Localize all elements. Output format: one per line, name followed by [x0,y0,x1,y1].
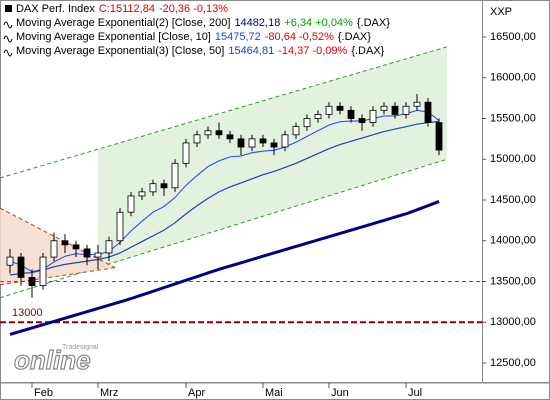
wedge-line [0,207,116,269]
candle-body [358,118,366,123]
candle-body [138,191,146,197]
legend-part: 14482,18 [234,17,280,29]
y-tick-label: 13000,00 [490,316,536,328]
candle-body [17,256,25,278]
candle-body [226,134,234,140]
candle-body [193,134,201,144]
candle-body [391,105,399,115]
candle-body [6,256,14,266]
y-tick-label: 15000,00 [490,153,536,165]
candle-body [39,256,47,286]
channel-fill [98,46,447,268]
candle-body [182,142,190,164]
x-tick-label: Mrz [100,387,118,399]
candle-body [435,122,443,151]
candle-body [204,130,212,136]
y-tick-label: 16500,00 [490,31,536,43]
candle-body [336,105,344,111]
axis-name: XXP [490,6,512,18]
legend-part: -20,36 -0,13% [159,3,228,15]
legend-part: Moving Average Exponential(3) [Close, 50… [16,45,224,57]
candle-body [50,240,58,258]
watermark-text: online [14,345,91,375]
legend-part: DAX Perf. Index [16,3,95,15]
wedge-line [0,267,116,286]
candle-body [94,252,102,258]
y-tick-label: 14000,00 [490,235,536,247]
legend-entry: Moving Average Exponential(2) [Close, 20… [16,17,390,29]
candle-body [127,195,135,213]
candle-body [83,248,91,258]
legend-part: Moving Average Exponential(2) [Close, 20… [16,17,230,29]
watermark-brand: Tradesignal [62,344,99,351]
candle-body [149,183,157,193]
legend-part: -14,37 -0,09% [278,45,347,57]
candle-body [281,134,289,148]
candle-body [413,101,421,107]
legend: DAX Perf. Index C:15112,84 -20,36 -0,13% Mo… [3,3,390,57]
candle-body [380,105,388,111]
candle-body [424,101,432,123]
candle-body [61,240,69,246]
legend-entry: Moving Average Exponential [Close, 10] 15… [16,31,371,43]
candle-body [215,130,223,136]
x-tick-label: Jul [408,387,422,399]
ma-line [9,109,440,273]
candle-body [303,118,311,128]
x-tick-label: Feb [34,387,53,399]
legend-part: {.DAX} [351,45,384,57]
candle-body [116,211,124,242]
x-tick-label: Apr [188,387,205,399]
legend-icon [5,5,12,12]
ma-line [9,120,440,276]
candle-body [237,138,245,148]
candle-body [270,142,278,148]
candle-body [72,244,80,250]
candle-body [28,277,36,286]
legend-entry: Moving Average Exponential(3) [Close, 50… [16,45,385,57]
legend-entry: DAX Perf. Index C:15112,84 -20,36 -0,13% [16,3,228,15]
y-tick-label: 12500,00 [490,357,536,369]
legend-icon [3,35,13,43]
candle-body [160,183,168,189]
x-tick-label: Mai [265,387,283,399]
legend-part: 15475,72 [215,31,261,43]
candle-body [105,240,113,254]
level-label: 13000 [12,307,43,319]
y-tick-label: 16000,00 [490,72,536,84]
legend-part: +6,34 +0,04% [284,17,353,29]
candle-body [369,109,377,123]
legend-part: -80,64 -0,52% [265,31,334,43]
candle-body [259,138,267,144]
y-axis-panel [482,0,550,383]
y-tick-label: 14500,00 [490,194,536,206]
candle-body [325,105,333,115]
marks-layer [6,94,443,336]
candle-body [402,105,410,115]
channel-line [0,46,448,179]
legend-part: {.DAX} [338,31,371,43]
legend-icon [3,21,13,29]
legend-icon [3,49,13,57]
candle-body [248,138,256,148]
candle-body [171,162,179,189]
wedge-fill [0,208,115,285]
channel-line [0,158,448,299]
ma-line [9,200,440,336]
candle-body [292,126,300,136]
legend-part: 15464,81 [228,45,274,57]
legend-part: Moving Average Exponential [Close, 10] [16,31,211,43]
candle-body [314,114,322,119]
y-tick-label: 13500,00 [490,275,536,287]
legend-part: {.DAX} [357,17,390,29]
x-tick-label: Jun [331,387,349,399]
y-tick-label: 15500,00 [490,112,536,124]
candle-body [347,109,355,119]
legend-part: C:15112,84 [99,3,155,15]
